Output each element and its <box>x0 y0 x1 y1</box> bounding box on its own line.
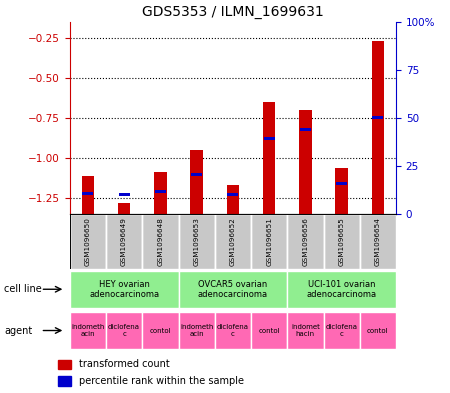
Bar <box>154 173 166 214</box>
Text: GSM1096656: GSM1096656 <box>302 217 308 266</box>
Bar <box>251 312 287 349</box>
Text: GSM1096653: GSM1096653 <box>194 217 200 266</box>
Bar <box>58 376 71 386</box>
Text: HEY ovarian
adenocarcinoma: HEY ovarian adenocarcinoma <box>89 279 159 299</box>
Text: diclofena
c: diclofena c <box>108 324 140 337</box>
Bar <box>226 185 239 214</box>
Bar <box>119 193 130 196</box>
Text: contol: contol <box>367 327 389 334</box>
Bar <box>81 176 94 214</box>
Text: GSM1096649: GSM1096649 <box>121 217 127 266</box>
Bar <box>179 271 287 308</box>
Bar <box>324 312 360 349</box>
Bar <box>373 116 383 119</box>
Bar <box>82 192 93 195</box>
Text: diclofena
c: diclofena c <box>326 324 358 337</box>
Text: percentile rank within the sample: percentile rank within the sample <box>79 376 244 386</box>
Bar <box>215 312 251 349</box>
Bar <box>106 312 142 349</box>
Text: UCI-101 ovarian
adenocarcinoma: UCI-101 ovarian adenocarcinoma <box>306 279 377 299</box>
Bar <box>336 182 347 185</box>
Bar <box>142 312 179 349</box>
Text: OVCAR5 ovarian
adenocarcinoma: OVCAR5 ovarian adenocarcinoma <box>198 279 268 299</box>
Bar <box>106 214 142 269</box>
Text: contol: contol <box>258 327 280 334</box>
Bar <box>179 214 215 269</box>
Text: diclofena
c: diclofena c <box>217 324 249 337</box>
Bar <box>70 312 106 349</box>
Bar <box>360 312 396 349</box>
Text: GSM1096655: GSM1096655 <box>338 217 345 266</box>
Bar <box>58 360 71 369</box>
Text: agent: agent <box>4 325 33 336</box>
Bar <box>215 214 251 269</box>
Bar <box>299 110 312 214</box>
Bar <box>190 150 203 214</box>
Text: GSM1096650: GSM1096650 <box>85 217 91 266</box>
Bar <box>191 173 202 176</box>
Bar <box>287 214 324 269</box>
Bar <box>179 312 215 349</box>
Text: GSM1096648: GSM1096648 <box>158 217 163 266</box>
Text: cell line: cell line <box>4 284 42 294</box>
Bar <box>372 41 384 214</box>
Bar <box>287 271 396 308</box>
Bar <box>300 128 311 130</box>
Bar <box>287 312 324 349</box>
Text: GSM1096651: GSM1096651 <box>266 217 272 266</box>
Bar <box>251 214 287 269</box>
Bar <box>70 271 179 308</box>
Title: GDS5353 / ILMN_1699631: GDS5353 / ILMN_1699631 <box>142 5 324 19</box>
Text: indometh
acin: indometh acin <box>71 324 104 337</box>
Bar <box>324 214 360 269</box>
Text: GSM1096654: GSM1096654 <box>375 217 381 266</box>
Text: indometh
acin: indometh acin <box>180 324 213 337</box>
Bar <box>155 190 166 193</box>
Bar <box>228 193 238 196</box>
Text: GSM1096652: GSM1096652 <box>230 217 236 266</box>
Text: contol: contol <box>149 327 171 334</box>
Bar <box>264 137 274 140</box>
Bar <box>360 214 396 269</box>
Bar <box>263 102 275 214</box>
Text: transformed count: transformed count <box>79 359 170 369</box>
Bar <box>142 214 179 269</box>
Text: indomet
hacin: indomet hacin <box>291 324 320 337</box>
Bar <box>70 214 106 269</box>
Bar <box>118 203 130 214</box>
Bar <box>335 168 348 214</box>
